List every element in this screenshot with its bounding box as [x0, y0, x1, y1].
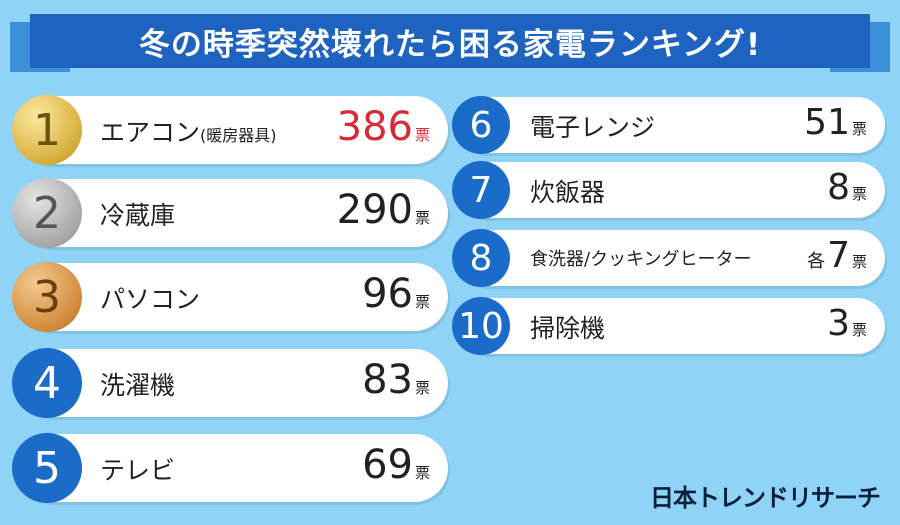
item-label: パソコン [100, 284, 201, 314]
rank-number: 8 [469, 237, 493, 279]
vote-unit: 票 [414, 464, 430, 482]
item-label: テレビ [100, 455, 176, 485]
item-name: 炊飯器 [530, 173, 605, 209]
rank-number: 7 [469, 169, 493, 211]
vote-number: 290 [336, 187, 413, 233]
item-label: 炊飯器 [530, 177, 606, 207]
vote-count: 69 票 [362, 442, 430, 488]
item-name: テレビ [100, 451, 175, 487]
rank-number: 5 [33, 442, 61, 494]
vote-count: 各7 票 [807, 235, 867, 276]
rank-badge: 8 [452, 229, 510, 287]
rank-number: 4 [33, 357, 61, 409]
vote-count: 386 票 [337, 104, 430, 150]
ranking-item: 7 炊飯器 8 票 [452, 161, 885, 219]
item-label: エアコン [100, 117, 201, 147]
rank-badge: 5 [12, 433, 82, 503]
rank-badge: 4 [12, 348, 82, 418]
vote-count: 290 票 [337, 187, 430, 233]
item-label: 電子レンジ [530, 112, 656, 142]
item-name: 洗濯機 [100, 366, 175, 402]
ranking-item: 8 食洗器/クッキングヒーター 各7 票 [452, 229, 885, 287]
vote-unit: 票 [851, 184, 867, 203]
vote-unit: 票 [851, 119, 867, 138]
rank-badge: 3 [12, 262, 82, 332]
vote-unit: 票 [414, 126, 430, 144]
vote-number: 3 [827, 302, 850, 344]
vote-count: 83 票 [362, 357, 430, 403]
item-name: 電子レンジ [530, 108, 655, 144]
item-name: 掃除機 [530, 309, 605, 345]
ranking-item: 1 エアコン(暖房器具) 386 票 [12, 95, 448, 165]
vote-prefix: 各 [807, 250, 826, 272]
vote-number: 69 [362, 442, 413, 488]
vote-number: 83 [362, 357, 413, 403]
rank-badge: 2 [12, 178, 82, 248]
vote-unit: 票 [414, 209, 430, 227]
ranking-item: 2 冷蔵庫 290 票 [12, 178, 448, 248]
title: 冬の時季突然壊れたら困る家電ランキング! [30, 14, 870, 68]
rank-number: 2 [33, 187, 61, 239]
vote-count: 96 票 [362, 271, 430, 317]
vote-number: 7 [827, 234, 850, 276]
vote-unit: 票 [851, 320, 867, 339]
rank-badge: 10 [452, 297, 510, 355]
vote-number: 386 [336, 104, 413, 150]
item-name: 食洗器/クッキングヒーター [530, 245, 752, 271]
vote-unit: 票 [851, 252, 867, 271]
item-label: 掃除機 [530, 313, 606, 343]
item-note: (暖房器具) [200, 125, 277, 145]
vote-number: 8 [827, 166, 850, 208]
vote-unit: 票 [414, 293, 430, 311]
item-label: 食洗器/クッキングヒーター [530, 249, 752, 271]
vote-unit: 票 [414, 379, 430, 397]
ranking-item: 3 パソコン 96 票 [12, 262, 448, 332]
rank-badge: 7 [452, 161, 510, 219]
item-name: 冷蔵庫 [100, 196, 175, 232]
ranking-item: 5 テレビ 69 票 [12, 433, 448, 503]
ranking-item: 10 掃除機 3 票 [452, 297, 885, 355]
rank-number: 6 [469, 104, 493, 146]
item-name: エアコン(暖房器具) [100, 113, 277, 149]
brand: 日本トレンドリサーチ [650, 484, 881, 512]
rank-number: 10 [458, 305, 504, 347]
vote-number: 51 [804, 101, 850, 143]
rank-badge: 6 [452, 96, 510, 154]
ranking-item: 6 電子レンジ 51 票 [452, 96, 885, 154]
item-label: 冷蔵庫 [100, 200, 176, 230]
item-label: 洗濯機 [100, 370, 176, 400]
rank-number: 1 [33, 104, 61, 156]
vote-count: 51 票 [804, 102, 867, 143]
rank-number: 3 [33, 271, 61, 323]
rank-badge: 1 [12, 95, 82, 165]
vote-number: 96 [362, 271, 413, 317]
ranking-item: 4 洗濯機 83 票 [12, 348, 448, 418]
item-name: パソコン [100, 280, 200, 316]
